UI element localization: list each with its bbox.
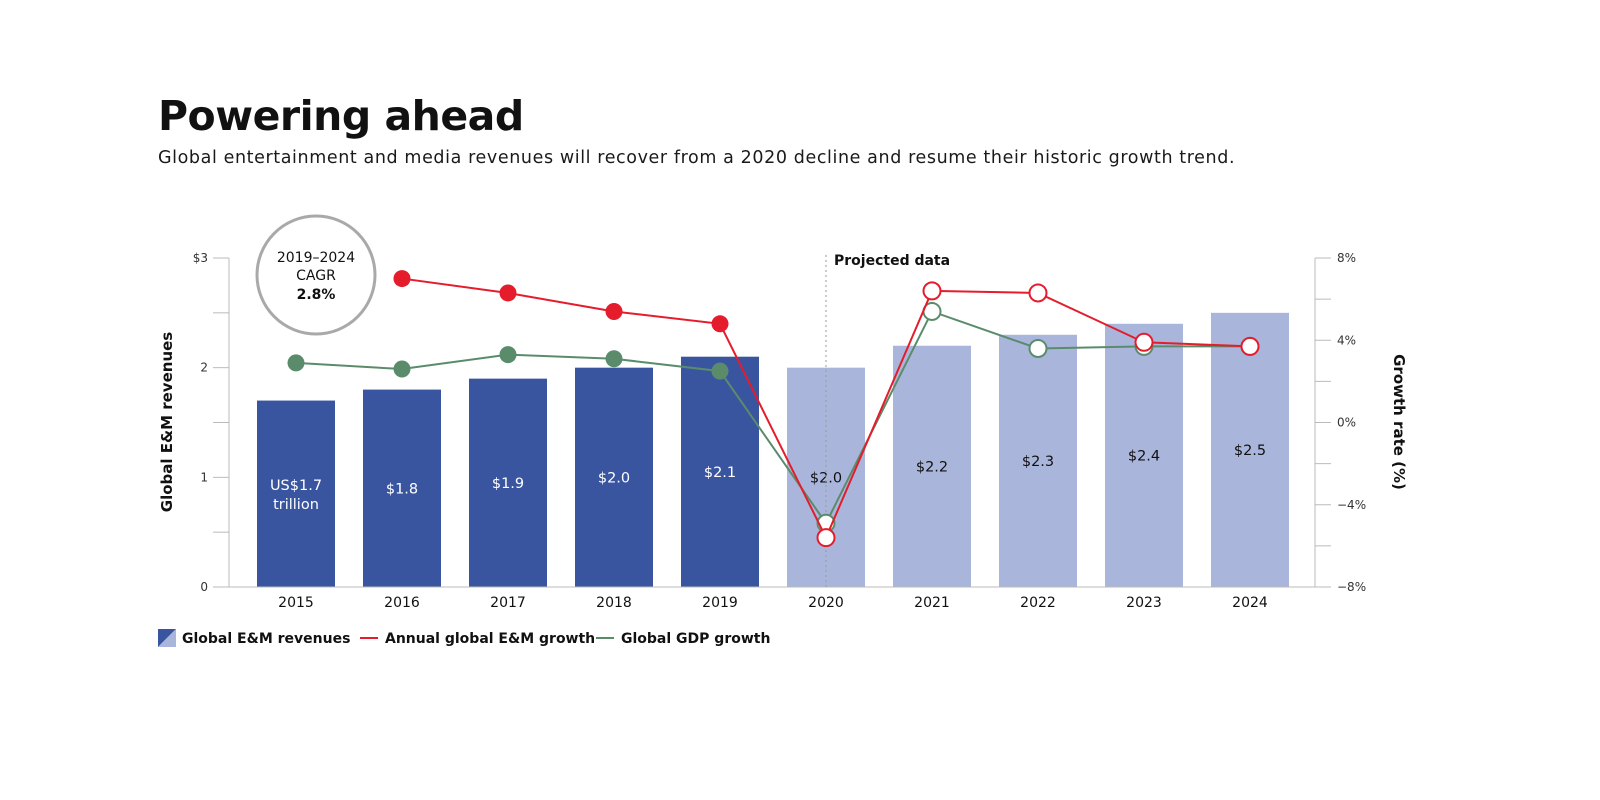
y2-axis-title: Growth rate (%): [1390, 354, 1408, 490]
axes-layer: 0 1 2 $3 −8% −4% 0% 4% 8% 2015 2016 2017 2018 2019 202…: [193, 251, 1366, 611]
x-tick-label: 2024: [1232, 595, 1268, 611]
x-tick-label: 2022: [1020, 595, 1056, 611]
x-tick-label: 2020: [808, 595, 844, 611]
bar-value-label: $2.5: [1234, 443, 1266, 459]
cagr-label: CAGR: [296, 268, 336, 284]
legend-swatch-projected: [158, 629, 176, 647]
bar-2015: [257, 400, 335, 587]
bar-2021: [893, 345, 971, 587]
gdp-growth-point-2016: [393, 360, 411, 378]
em-growth-point-2018: [605, 302, 623, 320]
y2-tick-label: 8%: [1337, 251, 1356, 265]
x-tick-label: 2023: [1126, 595, 1162, 611]
bar-value-label: $2.1: [704, 465, 736, 481]
bar-value-label: US$1.7 trillion: [270, 478, 322, 513]
bar-value-label: $1.8: [386, 481, 418, 497]
em-growth-point-2023: [1134, 332, 1154, 352]
cagr-period: 2019–2024: [277, 250, 355, 266]
bar-value-label: $2.0: [810, 470, 842, 486]
bars-layer: US$1.7 trillion $1.8 $1.9 $2.0 $2.1 $2.0 $2.2 $2…: [257, 312, 1289, 587]
em-growth-point-2017: [499, 284, 517, 302]
em-growth-point-2024: [1240, 336, 1260, 356]
x-tick-label: 2015: [278, 595, 314, 611]
gdp-growth-point-2022: [1028, 338, 1048, 358]
bar-2019: [681, 356, 759, 587]
y-tick-label: 1: [200, 470, 208, 484]
y-tick-label: $3: [193, 251, 208, 265]
y2-tick-label: 0%: [1337, 416, 1356, 430]
em-growth-point-2016: [393, 270, 411, 288]
cagr-value: 2.8%: [297, 287, 336, 303]
legend: Global E&M revenues Annual global E&M gr…: [158, 629, 770, 647]
bar-value-label: $2.2: [916, 459, 948, 475]
projected-data-label: Projected data: [834, 253, 950, 269]
legend-item-revenues[interactable]: Global E&M revenues: [158, 629, 350, 647]
bar-2017: [469, 378, 547, 587]
x-tick-label: 2021: [914, 595, 950, 611]
y2-tick-label: −8%: [1337, 580, 1366, 594]
gdp-growth-point-2017: [499, 346, 517, 364]
lines-layer: [287, 270, 1260, 548]
x-tick-label: 2017: [490, 595, 526, 611]
gdp-growth-line: [295, 310, 1250, 526]
bar-value-label: $2.3: [1022, 454, 1054, 470]
bar-value-label: $2.0: [598, 470, 630, 486]
em-growth-point-2020: [816, 528, 836, 548]
legend-item-em-growth[interactable]: Annual global E&M growth: [360, 631, 595, 647]
bar-value-label: $2.4: [1128, 448, 1160, 464]
x-tick-label: 2016: [384, 595, 420, 611]
x-tick-label: 2018: [596, 595, 632, 611]
chart-title: Powering ahead: [158, 92, 524, 140]
y-tick-label: 0: [200, 580, 208, 594]
cagr-badge: 2019–2024 CAGR 2.8%: [255, 214, 377, 336]
legend-label-revenues: Global E&M revenues: [182, 631, 350, 647]
y2-tick-label: 4%: [1337, 333, 1356, 347]
bar-2024: [1211, 312, 1289, 587]
bar-2023: [1105, 323, 1183, 587]
em-growth-point-2021: [922, 281, 942, 301]
y-tick-label: 2: [200, 361, 208, 375]
legend-label-gdp-growth: Global GDP growth: [621, 631, 770, 647]
gdp-growth-point-2015: [287, 354, 305, 372]
bar-2018: [575, 367, 653, 587]
legend-label-em-growth: Annual global E&M growth: [385, 631, 595, 647]
y2-tick-label: −4%: [1337, 498, 1366, 512]
legend-item-gdp-growth[interactable]: Global GDP growth: [596, 631, 770, 647]
gdp-growth-point-2018: [605, 350, 623, 368]
y-axis-title: Global E&M revenues: [158, 332, 176, 513]
bar-2022: [999, 334, 1077, 587]
gdp-growth-point-2019: [711, 362, 729, 380]
bar-value-label: $1.9: [492, 476, 524, 492]
bar-2016: [363, 389, 441, 587]
cagr-circle: [255, 214, 377, 336]
chart-subtitle: Global entertainment and media revenues …: [158, 148, 1236, 168]
x-tick-label: 2019: [702, 595, 738, 611]
em-growth-point-2019: [711, 315, 729, 333]
em-growth-point-2022: [1028, 283, 1048, 303]
